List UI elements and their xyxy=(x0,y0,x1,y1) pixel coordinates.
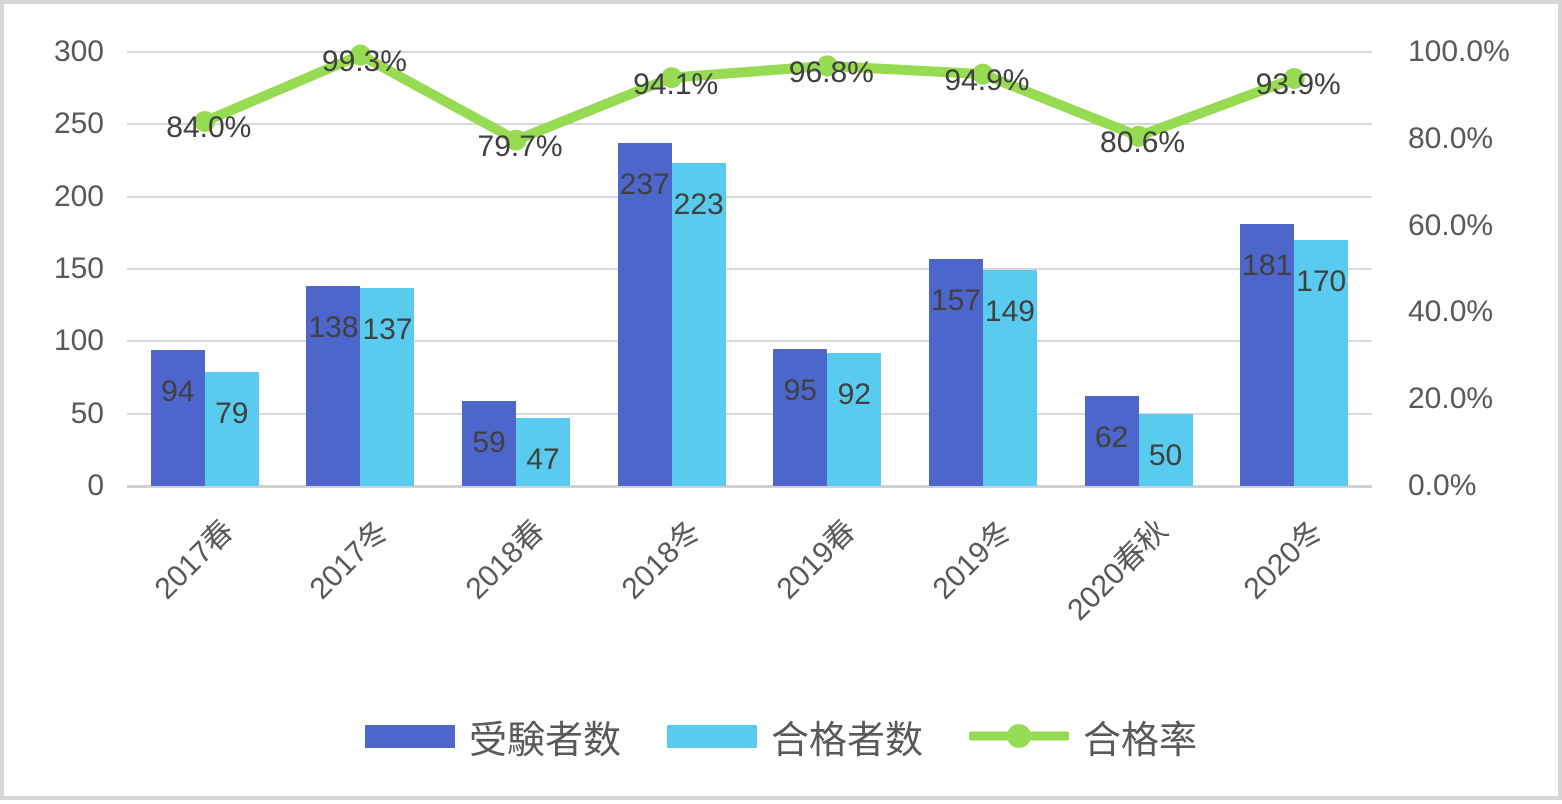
bar-value-label: 94 xyxy=(161,375,195,408)
line-value-label: 96.8% xyxy=(788,55,874,89)
bar-value-label: 50 xyxy=(1148,438,1183,472)
x-axis-label: 2019春 xyxy=(770,514,863,606)
bar-受験者数-2020春秋 xyxy=(1084,396,1139,486)
bar-value-label: 59 xyxy=(472,425,506,459)
bar-value-label: 237 xyxy=(619,168,670,202)
bar-value-label: 157 xyxy=(930,283,981,317)
x-axis-line xyxy=(127,485,1372,488)
line-value-label: 93.9% xyxy=(1255,68,1341,102)
gridline xyxy=(127,340,1372,343)
bar-value-label: 170 xyxy=(1296,265,1347,299)
passers-swatch xyxy=(666,724,757,748)
left-axis-tick: 300 xyxy=(53,35,104,68)
examinees-swatch xyxy=(364,724,455,748)
bar-合格者数-2020春秋 xyxy=(1138,413,1193,486)
x-axis-label: 2020冬 xyxy=(1237,514,1330,606)
bar-受験者数-2018春 xyxy=(462,400,517,486)
gridline xyxy=(127,268,1372,270)
bar-合格者数-2019春 xyxy=(827,352,882,486)
bar-value-label: 47 xyxy=(526,443,560,476)
plot-area: 300 250 200 150 100 50 0 100.0% 80.0% 60.0% 40.0% 2… xyxy=(4,4,1558,796)
left-axis-tick: 250 xyxy=(53,107,104,141)
bar-合格者数-2017春 xyxy=(204,371,259,486)
right-axis-tick: 40.0% xyxy=(1408,295,1494,329)
legend-label-pass-rate: 合格率 xyxy=(1083,719,1198,762)
x-axis-label: 2018春 xyxy=(459,514,552,606)
left-axis-tick: 100 xyxy=(53,324,104,358)
bar-受験者数-2017冬 xyxy=(306,286,361,486)
line-value-label: 94.9% xyxy=(944,64,1030,98)
bar-value-label: 181 xyxy=(1242,249,1293,283)
x-axis-label: 2017冬 xyxy=(304,514,396,606)
bar-合格者数-2017冬 xyxy=(360,287,415,486)
legend-item-examinees: 受験者数 xyxy=(364,709,621,764)
bar-value-label: 95 xyxy=(783,373,817,407)
right-axis-tick: 80.0% xyxy=(1408,121,1494,155)
left-axis-tick: 50 xyxy=(70,396,104,430)
bar-合格者数-2018冬 xyxy=(671,163,726,486)
legend-label-passers: 合格者数 xyxy=(770,719,923,762)
bar-受験者数-2020冬 xyxy=(1240,224,1295,486)
right-axis-tick: 0.0% xyxy=(1408,469,1477,502)
bar-受験者数-2018冬 xyxy=(617,143,672,486)
right-axis-tick: 60.0% xyxy=(1408,208,1494,242)
line-value-label: 84.0% xyxy=(166,111,252,145)
right-axis-tick: 100.0% xyxy=(1408,35,1510,68)
bar-受験者数-2017春 xyxy=(150,350,205,486)
line-value-label: 80.6% xyxy=(1100,126,1186,160)
line-value-label: 94.1% xyxy=(633,67,719,101)
bar-value-label: 223 xyxy=(673,188,724,222)
bar-value-label: 92 xyxy=(837,377,871,411)
left-axis-tick: 150 xyxy=(53,252,104,285)
legend-label-examinees: 受験者数 xyxy=(468,719,621,762)
left-axis-tick: 0 xyxy=(87,469,104,502)
bar-value-label: 62 xyxy=(1094,421,1129,455)
bar-合格者数-2018春 xyxy=(516,418,571,486)
bar-合格者数-2020冬 xyxy=(1294,240,1349,486)
right-axis-tick: 20.0% xyxy=(1408,382,1494,416)
left-axis-tick: 200 xyxy=(53,179,104,213)
bar-value-label: 79 xyxy=(215,396,249,430)
line-value-label: 99.3% xyxy=(321,45,407,79)
bar-value-label: 138 xyxy=(308,311,359,345)
x-axis-label: 2018冬 xyxy=(615,514,708,606)
bar-合格者数-2019冬 xyxy=(982,270,1037,486)
label-layer: 84.0% 99.3% 79.7% 94.1% 96.8% 94.9% 80.6% 93.9%… xyxy=(4,4,1558,796)
line-value-label: 79.7% xyxy=(477,130,563,164)
x-axis-label: 2017春 xyxy=(148,514,241,606)
legend-item-pass-rate: 合格率 xyxy=(969,709,1197,764)
legend-item-passers: 合格者数 xyxy=(666,709,923,764)
bar-受験者数-2019春 xyxy=(773,348,828,486)
bar-受験者数-2019冬 xyxy=(928,258,983,486)
x-axis-label: 2020春秋 xyxy=(1060,514,1174,627)
pass-rate-line-swatch xyxy=(969,724,1069,748)
gridline xyxy=(127,412,1372,415)
legend: 受験者数 合格者数 合格率 xyxy=(4,710,1558,762)
x-axis-label: 2019冬 xyxy=(926,514,1019,606)
bar-value-label: 137 xyxy=(362,312,413,346)
bar-value-label: 149 xyxy=(984,295,1035,329)
gridline xyxy=(127,195,1372,198)
